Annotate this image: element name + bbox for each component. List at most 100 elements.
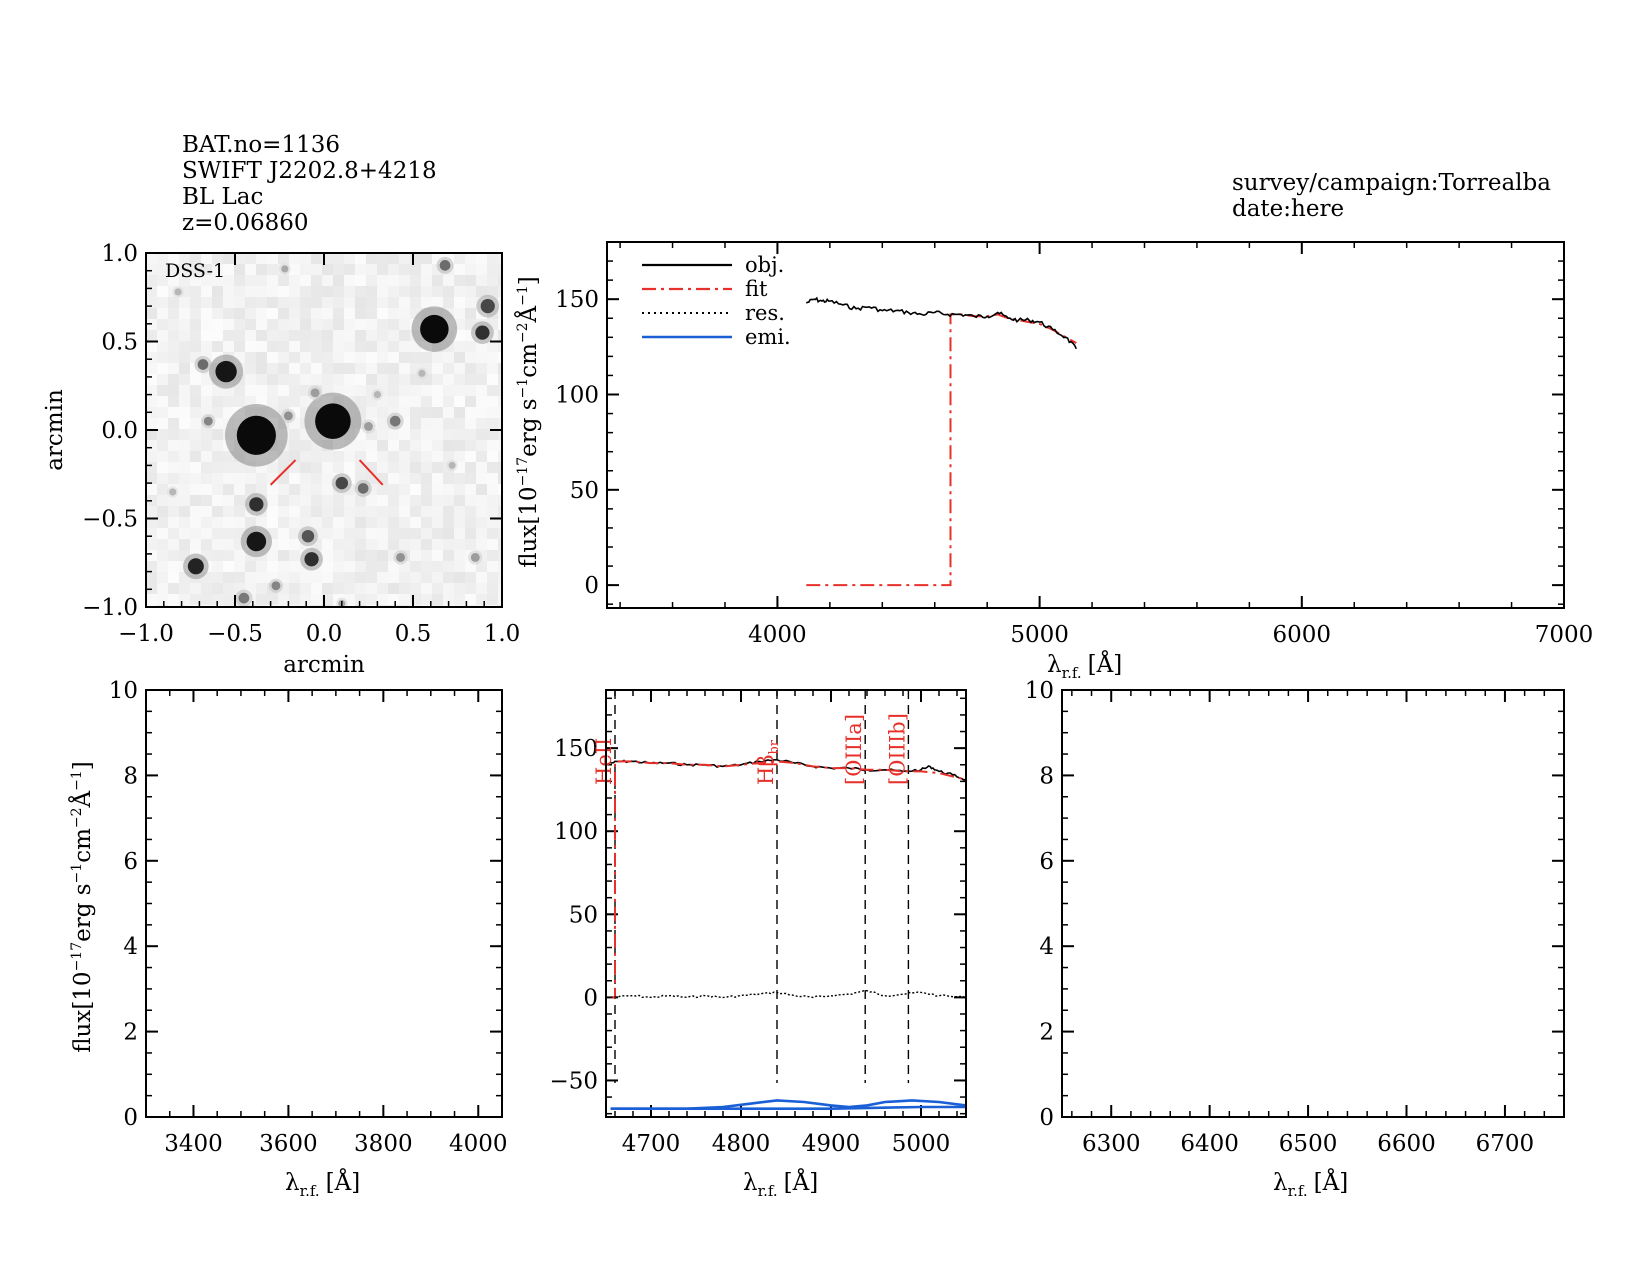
- x-tick-label: 6300: [1082, 1131, 1141, 1157]
- image-pixel: [465, 440, 476, 451]
- image-pixel: [465, 264, 476, 275]
- image-pixel: [289, 429, 300, 440]
- image-pixel: [168, 374, 179, 385]
- image-pixel: [333, 583, 344, 594]
- image-pixel: [157, 363, 168, 374]
- image-pixel: [234, 352, 245, 363]
- image-pixel: [190, 264, 201, 275]
- image-pixel: [454, 594, 465, 605]
- image-pixel: [476, 396, 487, 407]
- image-pixel: [212, 539, 223, 550]
- image-pixel: [311, 517, 322, 528]
- image-pixel: [421, 583, 432, 594]
- image-pixel: [421, 363, 432, 374]
- image-pixel: [168, 594, 179, 605]
- image-pixel: [289, 462, 300, 473]
- image-pixel: [399, 352, 410, 363]
- image-pixel: [487, 374, 498, 385]
- image-pixel: [201, 539, 212, 550]
- image-pixel: [355, 341, 366, 352]
- image-pixel: [432, 363, 443, 374]
- image-pixel: [476, 253, 487, 264]
- image-pixel: [245, 297, 256, 308]
- image-pixel: [267, 517, 278, 528]
- image-pixel: [476, 583, 487, 594]
- x-tick-label: 5000: [892, 1131, 951, 1157]
- image-pixel: [311, 440, 322, 451]
- image-pixel: [421, 506, 432, 517]
- image-pixel: [146, 539, 157, 550]
- image-pixel: [410, 517, 421, 528]
- y-tick-label: 8: [1039, 763, 1054, 789]
- image-pixel: [410, 484, 421, 495]
- right-ticks: 6300 6400 6500 6600 6700 0 2 4 6 8 10: [1025, 678, 1565, 1157]
- image-pixel: [355, 319, 366, 330]
- y-tick-label: 0: [1039, 1105, 1054, 1131]
- image-pixel: [234, 495, 245, 506]
- image-pixel: [421, 374, 432, 385]
- image-pixel: [432, 440, 443, 451]
- image-pixel: [267, 275, 278, 286]
- image-pixel: [366, 583, 377, 594]
- image-pixel: [410, 407, 421, 418]
- image-pixel: [454, 473, 465, 484]
- image-pixel: [168, 506, 179, 517]
- image-pixel: [201, 451, 212, 462]
- image-pixel: [168, 253, 179, 264]
- image-pixel: [267, 308, 278, 319]
- image-pixel: [465, 396, 476, 407]
- image-pixel: [465, 374, 476, 385]
- image-pixel: [454, 385, 465, 396]
- image-pixel: [212, 396, 223, 407]
- image-pixel: [377, 528, 388, 539]
- image-pixel: [333, 363, 344, 374]
- source: [301, 529, 315, 543]
- y-tick-label: 0.0: [101, 418, 138, 444]
- image-pixel: [146, 264, 157, 275]
- image-panel: DSS-1 −1.0−1.0 −0.5 −0.5 0.0 0.0 0.5 0.5 1.0 1.0…: [42, 241, 520, 678]
- image-pixel: [454, 583, 465, 594]
- image-pixel: [498, 440, 502, 451]
- image-pixel: [146, 275, 157, 286]
- image-pixel: [366, 495, 377, 506]
- image-pixel: [278, 561, 289, 572]
- image-pixel: [366, 594, 377, 605]
- image-pixel: [388, 275, 399, 286]
- image-pixel: [399, 253, 410, 264]
- image-pixel: [146, 385, 157, 396]
- image-pixel: [432, 594, 443, 605]
- image-pixel: [366, 407, 377, 418]
- image-pixel: [432, 407, 443, 418]
- image-pixel: [157, 275, 168, 286]
- image-pixel: [487, 418, 498, 429]
- image-pixel: [399, 330, 410, 341]
- image-pixel: [201, 572, 212, 583]
- image-pixel: [388, 385, 399, 396]
- image-pixel: [432, 528, 443, 539]
- image-pixel: [245, 275, 256, 286]
- image-pixel: [465, 462, 476, 473]
- image-pixel: [267, 363, 278, 374]
- image-pixel: [410, 495, 421, 506]
- image-pixel: [465, 319, 476, 330]
- image-pixel: [190, 374, 201, 385]
- image-pixel: [190, 341, 201, 352]
- image-pixel: [157, 374, 168, 385]
- image-pixel: [201, 308, 212, 319]
- image-pixel: [388, 407, 399, 418]
- image-pixel: [410, 440, 421, 451]
- image-pixel: [190, 506, 201, 517]
- image-pixel: [245, 517, 256, 528]
- image-pixel: [256, 253, 267, 264]
- image-pixel: [223, 264, 234, 275]
- image-sources: [167, 256, 500, 607]
- image-pixel: [322, 594, 333, 605]
- image-pixel: [377, 451, 388, 462]
- image-pixel: [179, 440, 190, 451]
- image-pixel: [267, 572, 278, 583]
- image-pixel: [377, 506, 388, 517]
- image-pixel: [410, 253, 421, 264]
- image-pixel: [146, 418, 157, 429]
- image-pixel: [190, 396, 201, 407]
- image-pixel: [234, 396, 245, 407]
